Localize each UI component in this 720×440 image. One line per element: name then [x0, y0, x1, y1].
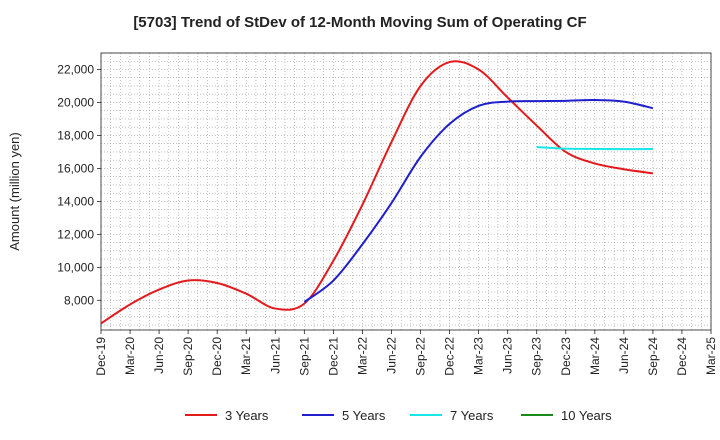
x-tick-label: Jun-23	[501, 337, 515, 374]
x-tick-label: Mar-21	[239, 337, 253, 375]
x-tick-label: Sep-23	[530, 337, 544, 376]
chart-title: [5703] Trend of StDev of 12-Month Moving…	[133, 14, 587, 31]
y-tick-label: 16,000	[57, 161, 94, 175]
x-tick-label: Dec-21	[326, 337, 340, 376]
y-tick-label: 14,000	[57, 194, 94, 208]
x-tick-label: Jun-20	[152, 337, 166, 374]
x-tick-label: Jun-22	[384, 337, 398, 374]
x-tick-label: Mar-24	[588, 337, 602, 375]
x-tick-label: Sep-21	[297, 337, 311, 376]
series-line-7-years	[536, 145, 653, 151]
y-axis-title: Amount (million yen)	[7, 132, 22, 251]
x-tick-label: Sep-20	[181, 337, 195, 376]
series-lines	[100, 60, 654, 325]
series-line-5-years	[303, 98, 654, 303]
y-tick-label: 12,000	[57, 227, 94, 241]
x-tick-label: Dec-22	[443, 337, 457, 376]
x-tick-label: Jun-24	[617, 337, 631, 374]
x-tick-label: Jun-21	[268, 337, 282, 374]
legend-label: 7 Years	[450, 408, 494, 423]
legend-label: 10 Years	[561, 408, 612, 423]
y-tick-label: 10,000	[57, 260, 94, 274]
y-tick-label: 20,000	[57, 95, 94, 109]
legend: 3 Years 5 Years 7 Years 10 Years	[185, 408, 612, 423]
x-tick-label: Mar-20	[123, 337, 137, 375]
x-tick-label: Dec-23	[559, 337, 573, 376]
y-tick-label: 8,000	[64, 293, 94, 307]
x-tick-label: Mar-23	[472, 337, 486, 375]
x-tick-label: Sep-24	[646, 337, 660, 376]
series-line-3-years	[100, 60, 654, 325]
x-tick-label: Dec-20	[210, 337, 224, 376]
axes: 8,000 10,000 12,000 14,000 16,000 18,000 20,00…	[7, 52, 718, 376]
plot-area	[101, 53, 711, 330]
x-tick-label: Sep-22	[414, 337, 428, 376]
y-tick-label: 22,000	[57, 62, 94, 76]
x-tick-label: Mar-22	[355, 337, 369, 375]
legend-label: 3 Years	[225, 408, 269, 423]
x-tick-label: Mar-25	[704, 337, 718, 375]
legend-label: 5 Years	[342, 408, 386, 423]
x-tick-label: Dec-24	[675, 337, 689, 376]
x-tick-label: Dec-19	[94, 337, 108, 376]
plot-frame	[100, 52, 712, 331]
y-tick-label: 18,000	[57, 128, 94, 142]
